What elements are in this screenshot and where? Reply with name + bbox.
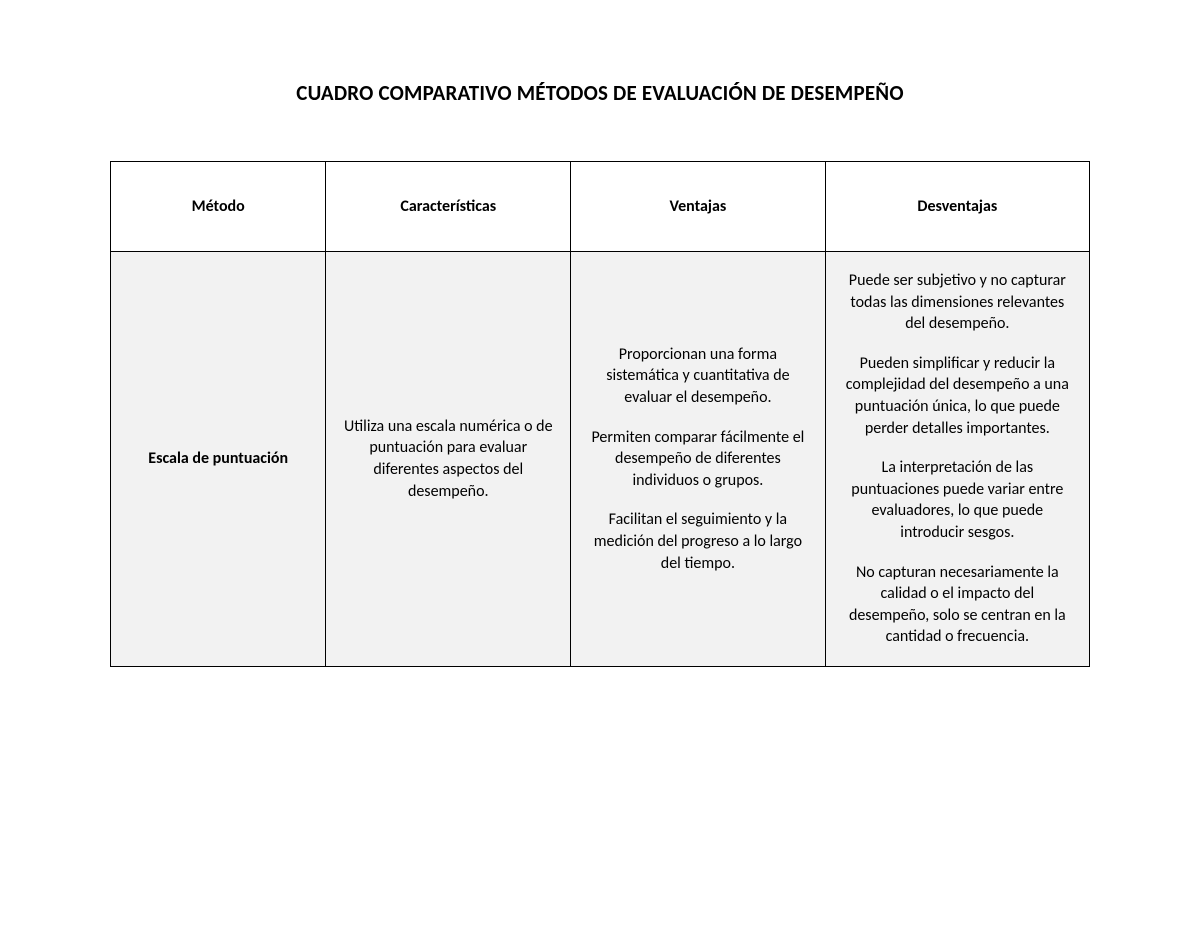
- comparison-table: Método Características Ventajas Desventa…: [110, 161, 1090, 667]
- cell-text: Puede ser subjetivo y no capturar todas …: [840, 270, 1075, 335]
- header-metodo: Método: [111, 162, 326, 252]
- cell-metodo: Escala de puntuación: [111, 252, 326, 667]
- cell-caracteristicas: Utiliza una escala numérica o de puntuac…: [326, 252, 571, 667]
- cell-text: Proporcionan una forma sistemática y cua…: [585, 344, 811, 409]
- cell-desventajas: Puede ser subjetivo y no capturar todas …: [825, 252, 1089, 667]
- table-header-row: Método Características Ventajas Desventa…: [111, 162, 1090, 252]
- cell-text: La interpretación de las puntuaciones pu…: [840, 457, 1075, 543]
- header-ventajas: Ventajas: [571, 162, 826, 252]
- cell-ventajas: Proporcionan una forma sistemática y cua…: [571, 252, 826, 667]
- cell-text: No capturan necesariamente la calidad o …: [840, 562, 1075, 648]
- cell-text: Permiten comparar fácilmente el desempeñ…: [585, 427, 811, 492]
- cell-text: Utiliza una escala numérica o de puntuac…: [340, 416, 556, 502]
- cell-text: Pueden simplificar y reducir la compleji…: [840, 353, 1075, 439]
- page-title: CUADRO COMPARATIVO MÉTODOS DE EVALUACIÓN…: [110, 80, 1090, 106]
- header-desventajas: Desventajas: [825, 162, 1089, 252]
- header-caracteristicas: Características: [326, 162, 571, 252]
- table-row: Escala de puntuación Utiliza una escala …: [111, 252, 1090, 667]
- cell-text: Facilitan el seguimiento y la medición d…: [585, 509, 811, 574]
